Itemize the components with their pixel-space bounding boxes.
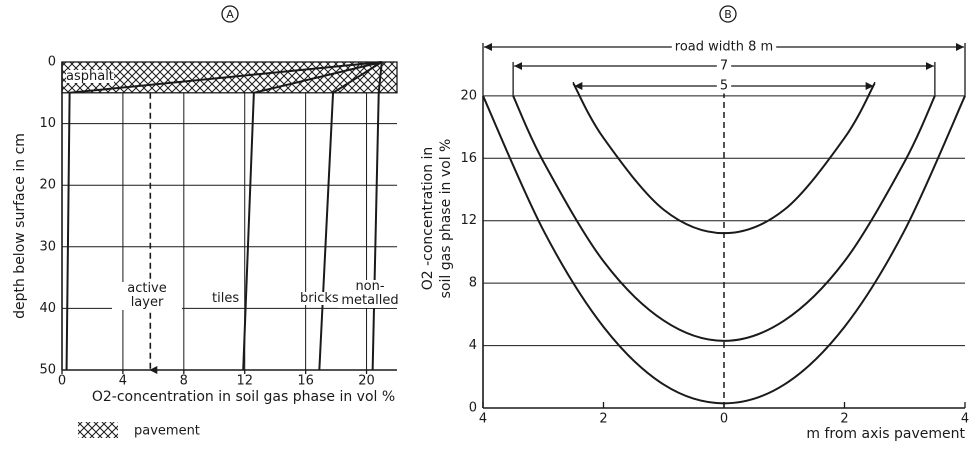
y-tick-label: 0 <box>469 401 477 416</box>
y-axis-label: depth below surface in cm <box>12 133 28 319</box>
y-tick-label: 30 <box>39 239 56 254</box>
y-tick-label: 40 <box>39 301 56 316</box>
series-label: non-metalled <box>338 280 402 308</box>
x-tick-label: 0 <box>720 412 728 427</box>
x-tick-label: 20 <box>358 374 375 389</box>
series-label-box: active layer <box>112 282 182 310</box>
y-tick-label: 4 <box>469 338 477 353</box>
x-tick-label: 4 <box>119 374 127 389</box>
y-axis-label: O2 -concentration in <box>420 147 436 291</box>
y-tick-label: 20 <box>460 88 477 103</box>
series-label: asphalt <box>66 69 114 83</box>
x-tick-label: 2 <box>840 412 848 427</box>
x-axis-label: O2-concentration in soil gas phase in vo… <box>92 389 395 405</box>
label-bg <box>671 39 777 55</box>
panel-label: A <box>226 8 234 21</box>
x-tick-label: 0 <box>58 374 66 389</box>
profile-line <box>371 61 383 371</box>
concentration-curve <box>572 82 876 235</box>
series-label-box: bricks <box>300 291 339 305</box>
concentration-curve <box>512 95 936 342</box>
dimension-label: 5 <box>720 79 728 94</box>
dimension-label: road width 8 m <box>675 40 773 55</box>
series-label-box: tiles <box>212 291 240 305</box>
concentration-curve <box>482 95 966 405</box>
profile-line <box>65 61 382 371</box>
y-tick-label: 8 <box>469 276 477 291</box>
legend-label: pavement <box>134 424 200 439</box>
y-axis-label: soil gas phase in vol % <box>438 139 454 299</box>
y-tick-label: 10 <box>39 116 56 131</box>
series-label-box: non-metalled <box>338 280 402 308</box>
label-bg <box>716 58 732 74</box>
y-tick-label: 12 <box>460 213 477 228</box>
panel-circle <box>719 5 737 23</box>
x-axis-label: m from axis pavement <box>806 426 965 442</box>
series-label: active layer <box>112 282 182 310</box>
panel-circle <box>221 5 239 23</box>
series-label-box: asphalt <box>66 69 114 83</box>
y-tick-label: 0 <box>48 55 56 70</box>
x-tick-label: 8 <box>180 374 188 389</box>
series-label: bricks <box>300 291 339 305</box>
legend-swatch <box>78 422 118 438</box>
x-tick-label: 4 <box>961 412 969 427</box>
x-tick-label: 2 <box>599 412 607 427</box>
x-tick-label: 4 <box>479 412 487 427</box>
y-tick-label: 50 <box>39 363 56 378</box>
x-tick-label: 16 <box>297 374 314 389</box>
y-tick-label: 16 <box>460 151 477 166</box>
x-tick-label: 12 <box>236 374 253 389</box>
profile-line <box>318 61 383 371</box>
series-label: tiles <box>212 291 240 305</box>
profile-line <box>242 61 383 371</box>
panel-label: B <box>724 8 732 21</box>
dimension-label: 7 <box>720 59 728 74</box>
label-bg <box>716 78 732 94</box>
y-tick-label: 20 <box>39 178 56 193</box>
